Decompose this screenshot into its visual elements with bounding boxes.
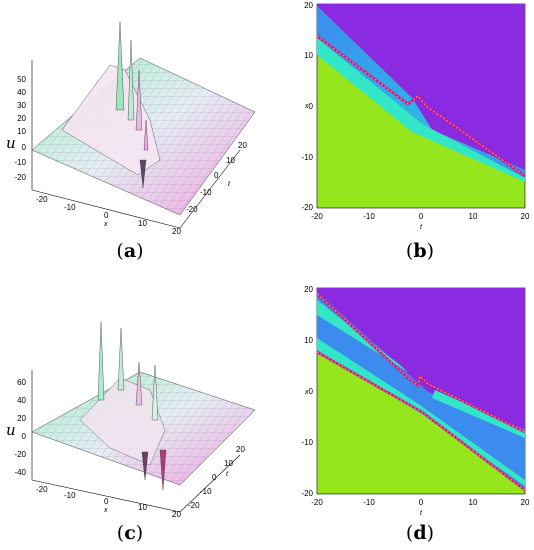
panel-c-z-ticks: 60 40 20 0 -20 -40 xyxy=(14,378,26,477)
x-tick: -20 xyxy=(36,195,48,204)
panel-d-caption: (d) xyxy=(405,522,435,544)
panel-a-z-label: u xyxy=(6,134,16,152)
x-tick: -10 xyxy=(64,203,76,212)
panel-b-x-ticks: -20 -10 0 10 20 xyxy=(311,212,530,221)
z-tick: 30 xyxy=(17,101,26,110)
z-tick: 20 xyxy=(17,114,26,123)
t-tick: -20 xyxy=(188,501,200,510)
y-tick: -20 xyxy=(301,203,313,212)
t-tick: -10 xyxy=(200,188,212,197)
panel-a-z-ticks: 50 40 30 20 10 0 -10 -20 xyxy=(14,75,26,182)
y-tick: 0 xyxy=(309,102,314,111)
panel-c-z-label: u xyxy=(6,421,16,439)
panel-b-y-ticks: 20 10 0 -10 -20 xyxy=(301,1,313,212)
x-tick: 0 xyxy=(104,211,109,220)
panel-a-caption: (a) xyxy=(116,240,144,262)
z-tick: 0 xyxy=(22,432,27,441)
panel-d-x-ticks: -20 -10 0 10 20 xyxy=(311,498,530,507)
y-tick: 20 xyxy=(304,285,313,294)
x-tick: 0 xyxy=(104,497,109,506)
x-tick: -10 xyxy=(363,212,375,221)
z-tick: -10 xyxy=(14,158,26,167)
panel-c-x-ticks: -20 -10 0 10 20 xyxy=(36,485,181,519)
x-tick: 10 xyxy=(138,219,147,228)
z-tick: -20 xyxy=(14,173,26,182)
t-tick: 20 xyxy=(236,445,245,454)
t-tick: 10 xyxy=(224,459,233,468)
x-tick: 20 xyxy=(521,498,530,507)
panel-b-density-plot: 20 10 0 -10 -20 x -20 -10 0 10 20 t xyxy=(301,1,530,231)
panel-b-x-label: t xyxy=(420,224,423,231)
z-tick: 40 xyxy=(17,396,26,405)
x-tick: 20 xyxy=(172,510,181,519)
panel-d-y-label: x xyxy=(304,389,309,396)
z-tick: 0 xyxy=(22,143,27,152)
panel-c-t-ticks: 20 10 0 -10 -20 xyxy=(188,445,245,510)
panel-d-y-ticks: 20 10 0 -10 -20 xyxy=(301,285,313,498)
y-tick: -20 xyxy=(301,489,313,498)
panel-c-x-label: x xyxy=(103,507,108,514)
z-tick: 20 xyxy=(17,414,26,423)
x-tick: -20 xyxy=(311,498,323,507)
y-tick: 10 xyxy=(304,51,313,60)
x-tick: -20 xyxy=(36,485,48,494)
x-tick: 10 xyxy=(469,498,478,507)
z-tick: -40 xyxy=(14,468,26,477)
x-tick: 0 xyxy=(419,498,424,507)
z-tick: 60 xyxy=(17,378,26,387)
x-tick: 10 xyxy=(138,503,147,512)
x-tick: -20 xyxy=(311,212,323,221)
panel-b-caption: (b) xyxy=(405,240,435,262)
z-tick: 40 xyxy=(17,88,26,97)
panel-a-t-ticks: 20 10 0 -10 -20 xyxy=(186,141,247,214)
z-tick: 10 xyxy=(17,127,26,136)
panel-d-density-plot: 20 10 0 -10 -20 x -20 -10 0 10 20 t xyxy=(301,285,530,517)
y-tick: -10 xyxy=(301,438,313,447)
t-tick: 10 xyxy=(226,156,235,165)
x-tick: 20 xyxy=(172,227,181,236)
y-tick: -10 xyxy=(301,153,313,162)
panel-c-t-label: t xyxy=(226,471,229,478)
panel-d-x-label: t xyxy=(420,510,423,517)
z-tick: 50 xyxy=(17,75,26,84)
panel-a-t-label: t xyxy=(228,181,231,188)
panel-b-y-label: x xyxy=(304,103,309,110)
panel-a-x-label: x xyxy=(103,221,108,228)
panel-c-caption: (c) xyxy=(116,522,144,544)
panel-a-x-ticks: -20 -10 0 10 20 xyxy=(36,195,181,236)
x-tick: -10 xyxy=(363,498,375,507)
x-tick: -10 xyxy=(64,491,76,500)
z-tick: -20 xyxy=(14,450,26,459)
t-tick: -10 xyxy=(200,487,212,496)
y-tick: 10 xyxy=(304,336,313,345)
y-tick: 0 xyxy=(309,387,314,396)
x-tick: 10 xyxy=(469,212,478,221)
panel-c-surface-plot: 60 40 20 0 -20 -40 u -20 -10 0 10 20 x 2… xyxy=(6,321,256,519)
t-tick: 20 xyxy=(238,141,247,150)
panel-a-surface-plot: 50 40 30 20 10 0 -10 -20 u -20 -10 0 10 … xyxy=(6,21,256,236)
x-tick: 0 xyxy=(419,212,424,221)
t-tick: 0 xyxy=(214,171,219,180)
t-tick: -20 xyxy=(186,205,198,214)
x-tick: 20 xyxy=(521,212,530,221)
y-tick: 20 xyxy=(304,1,313,10)
t-tick: 0 xyxy=(212,473,217,482)
